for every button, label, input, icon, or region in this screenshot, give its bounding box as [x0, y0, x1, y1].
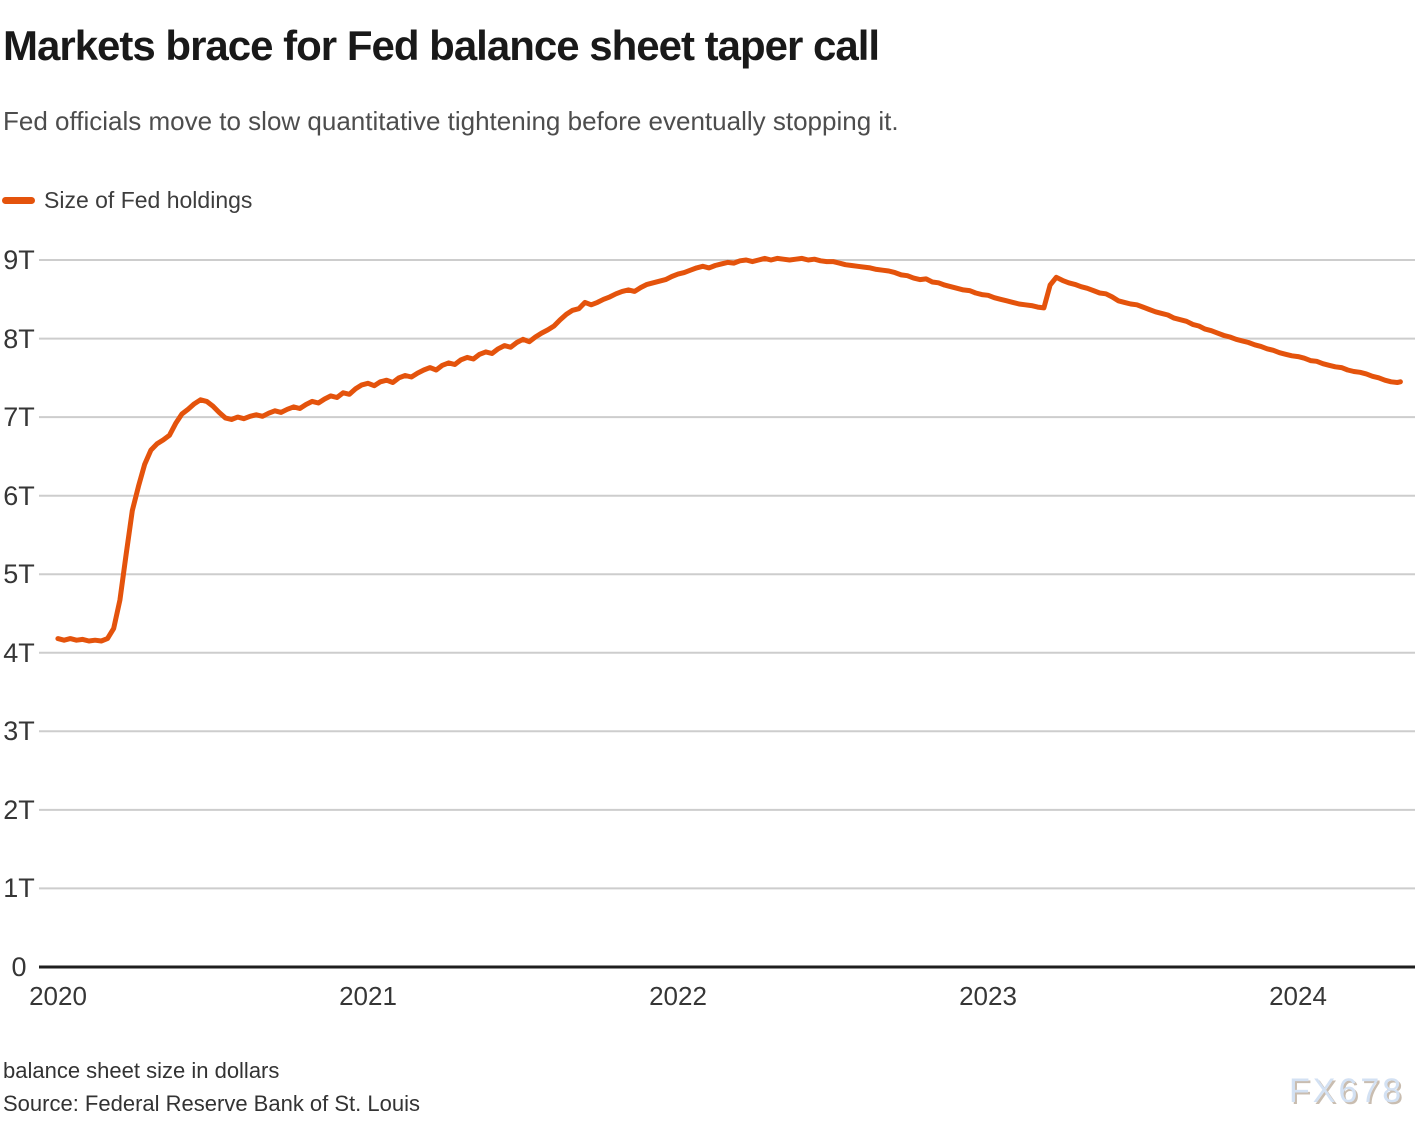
- legend-label: Size of Fed holdings: [44, 187, 253, 213]
- page-subtitle: Fed officials move to slow quantitative …: [3, 106, 899, 136]
- y-tick-label-0: 0: [11, 952, 27, 982]
- source-attribution: Source: Federal Reserve Bank of St. Loui…: [3, 1091, 420, 1116]
- y-tick-label-7T: 7T: [3, 402, 35, 432]
- x-tick-label-2024: 2024: [1269, 981, 1327, 1011]
- x-tick-label-2023: 2023: [959, 981, 1017, 1011]
- chart-footnote: balance sheet size in dollars: [3, 1058, 280, 1083]
- x-tick-label-2022: 2022: [649, 981, 707, 1011]
- x-tick-label-2020: 2020: [29, 981, 87, 1011]
- y-tick-label-3T: 3T: [3, 716, 35, 746]
- y-tick-label-2T: 2T: [3, 795, 35, 825]
- page-title: Markets brace for Fed balance sheet tape…: [3, 22, 880, 69]
- y-tick-label-8T: 8T: [3, 324, 35, 354]
- fx678-watermark: FX678: [1289, 1072, 1405, 1110]
- y-tick-label-4T: 4T: [3, 638, 35, 668]
- legend: Size of Fed holdings: [2, 187, 252, 214]
- x-tick-label-2021: 2021: [339, 981, 397, 1011]
- y-tick-label-1T: 1T: [3, 873, 35, 903]
- y-tick-label-5T: 5T: [3, 559, 35, 589]
- y-tick-label-6T: 6T: [3, 481, 35, 511]
- series-line: [55, 255, 1403, 644]
- legend-line-swatch-icon: [2, 197, 35, 204]
- y-tick-label-9T: 9T: [3, 245, 35, 275]
